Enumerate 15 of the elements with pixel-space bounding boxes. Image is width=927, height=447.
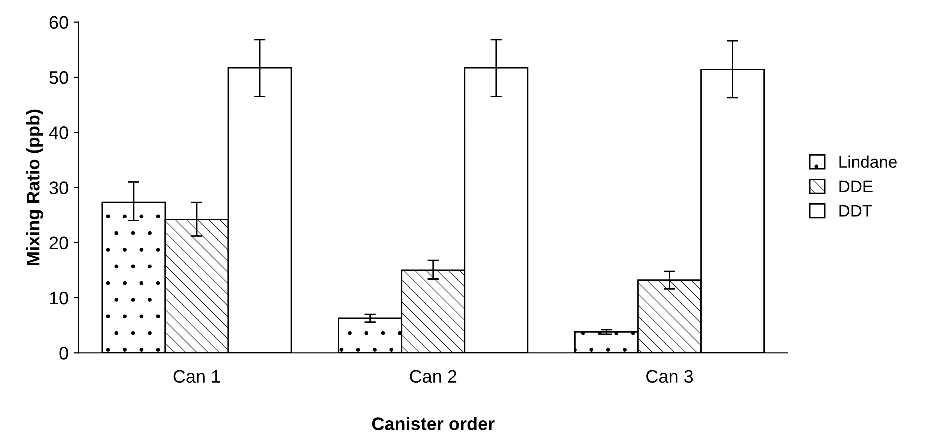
y-tick-label: 60 [50, 16, 68, 30]
x-tick-label: Can 1 [174, 370, 220, 384]
x-axis-title: Canister order [372, 417, 495, 430]
y-tick-label: 0 [60, 347, 68, 360]
x-tick-label: Can 3 [646, 370, 694, 384]
y-tick-label: 10 [50, 292, 68, 305]
legend-label: Lindane [840, 156, 897, 168]
y-tick-label: 30 [50, 182, 68, 194]
y-tick-label: 20 [50, 236, 68, 250]
legend-label: DDE [840, 180, 873, 192]
legend-label: DDT [840, 205, 872, 217]
y-axis-title: Mixing Ratio (ppb) [26, 110, 44, 266]
y-tick-label: 50 [50, 71, 68, 84]
y-tick-label: 40 [49, 126, 68, 140]
x-tick-label: Can 2 [410, 370, 457, 384]
